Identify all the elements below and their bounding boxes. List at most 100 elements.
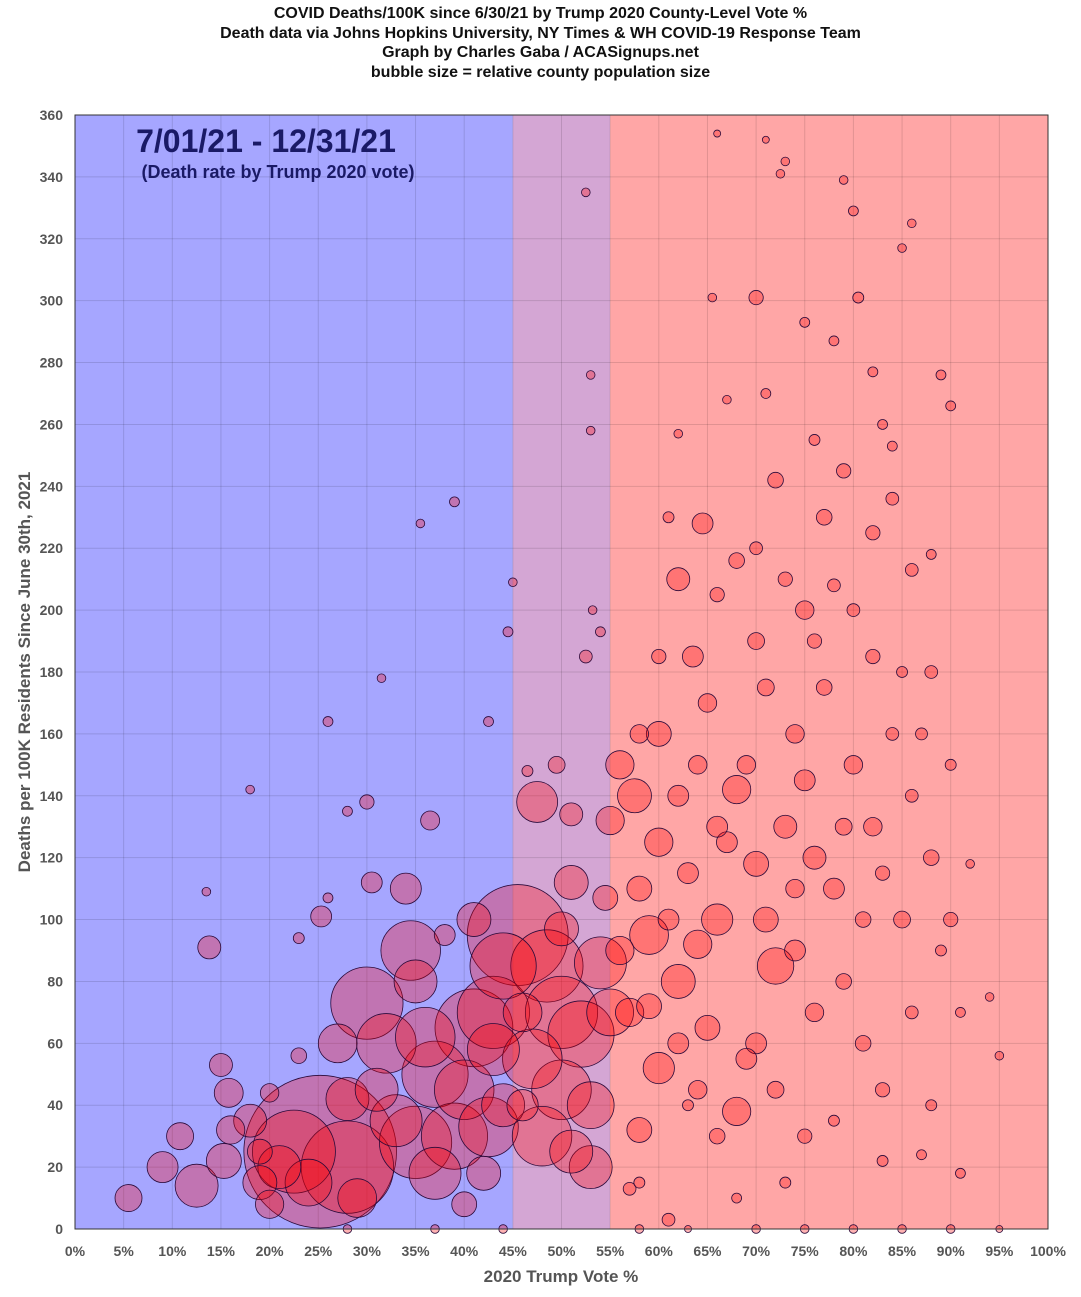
county-bubble (642, 1052, 675, 1085)
county-bubble (815, 509, 833, 526)
county-bubble (836, 463, 852, 479)
county-bubble (544, 911, 579, 947)
county-bubble (247, 1138, 273, 1165)
county-bubble (673, 428, 683, 439)
county-bubble (209, 1053, 233, 1077)
county-bubble (877, 419, 888, 430)
county-bubble (716, 831, 738, 854)
county-bubble (415, 518, 426, 529)
bubbles (114, 129, 1005, 1234)
plot-frame (74, 114, 1049, 1230)
y-tick-labels: 0 20 40 60 80 100 120 140 160 180 200 220 240 260 280 3… (40, 107, 64, 1237)
y-tick-label: 80 (47, 973, 63, 989)
county-bubble (559, 802, 584, 827)
county-bubble (854, 1035, 872, 1052)
county-bubble (749, 541, 763, 556)
county-bubble (854, 911, 872, 928)
x-tick-label: 40% (450, 1243, 479, 1259)
county-bubble (420, 1102, 488, 1170)
band-2 (610, 115, 1048, 1229)
county-bubble (595, 805, 625, 836)
county-bubble (547, 756, 566, 774)
county-bubble (757, 678, 775, 697)
county-bubble (259, 1083, 280, 1103)
county-bubble (735, 1047, 758, 1070)
county-bubble (885, 727, 900, 741)
county-bubble (242, 1165, 278, 1200)
x-tick-label: 5% (114, 1243, 135, 1259)
county-bubble (420, 810, 441, 831)
county-bubble (197, 935, 222, 960)
county-bubble (852, 291, 865, 304)
county-bubble (595, 626, 606, 638)
county-bubble (205, 1143, 242, 1179)
county-bubble (592, 885, 619, 911)
county-bubble (581, 187, 591, 198)
county-bubble (469, 932, 537, 1000)
county-bubble (549, 1129, 594, 1174)
county-bubble (216, 1115, 246, 1145)
county-bubble (626, 875, 653, 902)
county-bubble (688, 755, 708, 775)
x-axis-label: 2020 Trump Vote % (484, 1267, 639, 1286)
y-tick-label: 0 (55, 1221, 63, 1237)
county-bubble (767, 471, 784, 489)
county-bubble (713, 129, 722, 138)
county-bubble (766, 1080, 785, 1099)
county-bubble (330, 966, 404, 1040)
county-bubble (761, 135, 770, 144)
county-bubble (201, 886, 212, 897)
county-bubble (785, 878, 805, 899)
y-tick-label: 280 (40, 355, 64, 371)
county-bubble (622, 1181, 637, 1196)
county-bubble (994, 1050, 1005, 1061)
county-bubble (828, 335, 840, 347)
y-tick-label: 320 (40, 231, 64, 247)
county-bubble (897, 243, 907, 253)
x-tick-label: 95% (985, 1243, 1014, 1259)
county-bubble (709, 587, 725, 603)
county-bubble (322, 892, 334, 904)
county-bubble (661, 1212, 676, 1227)
county-bubble (531, 1059, 592, 1120)
county-bubble (747, 632, 765, 650)
county-bubble (722, 775, 752, 805)
county-bubble (389, 872, 422, 905)
county-bubble (904, 1005, 919, 1020)
county-bubble (756, 947, 795, 985)
gridlines (74, 114, 1049, 1230)
county-bubble (114, 1184, 143, 1212)
band-0 (75, 115, 513, 1229)
x-tick-label: 25% (304, 1243, 333, 1259)
county-bubble (802, 845, 827, 870)
county-bubble (508, 577, 518, 587)
county-bubble (943, 911, 959, 928)
county-bubble (915, 727, 928, 741)
y-tick-label: 160 (40, 726, 64, 742)
county-bubble (779, 1176, 792, 1189)
y-tick-label: 200 (40, 602, 64, 618)
county-bubble (451, 1191, 478, 1218)
county-bubble (838, 175, 849, 185)
county-bubble (688, 1080, 708, 1100)
county-bubble (784, 939, 806, 962)
county-bubble (257, 1145, 302, 1190)
county-bubble (706, 815, 729, 838)
x-tick-label: 70% (742, 1243, 771, 1259)
x-tick-label: 75% (791, 1243, 820, 1259)
county-bubble (466, 1155, 502, 1191)
county-bubble (722, 1096, 752, 1126)
county-bubble (904, 563, 919, 577)
county-bubble (777, 571, 793, 587)
county-bubble (682, 1099, 694, 1112)
county-bubble (174, 1163, 219, 1208)
county-bubble (748, 290, 764, 306)
county-bubble (657, 908, 680, 931)
county-bubble (255, 1189, 285, 1219)
y-tick-label: 260 (40, 416, 64, 432)
county-bubble (660, 964, 696, 999)
county-bubble (893, 910, 911, 929)
county-bubble (701, 903, 734, 936)
county-bubble (736, 755, 757, 775)
county-bubble (322, 716, 334, 727)
